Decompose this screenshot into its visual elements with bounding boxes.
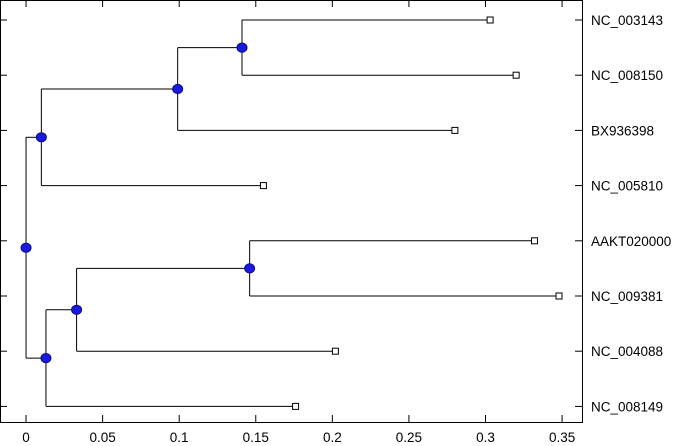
x-tick-label: 0.3 [476,430,495,445]
internal-node-marker[interactable] [244,263,256,274]
leaf-marker[interactable] [292,402,300,410]
x-axis: 0 0.05 0.1 0.15 0.2 0.25 0.3 0.35 [22,0,575,445]
leaf-marker[interactable] [486,16,494,24]
x-tick-label: 0 [22,430,30,445]
leaf-label: NC_008149 [591,399,663,414]
x-tick-label: 0.1 [170,430,189,445]
leaf-label: NC_003143 [591,13,663,28]
leaf-marker[interactable] [451,126,459,134]
leaf-label: NC_009381 [591,289,663,304]
tree-branches [25,19,560,407]
internal-nodes [20,42,256,364]
leaf-label: NC_004088 [591,344,663,359]
leaf-label: BX936398 [591,123,654,138]
internal-node-marker[interactable] [71,304,83,315]
leaf-marker[interactable] [555,292,563,300]
leaf-label: AAKT020000 [591,234,671,249]
internal-node-marker[interactable] [20,242,32,253]
leaf-marker[interactable] [259,182,267,190]
x-tick-label: 0.05 [89,430,115,445]
leaf-marker[interactable] [331,347,339,355]
internal-node-marker[interactable] [236,42,248,53]
leaf-label: NC_008150 [591,68,663,83]
leaf-marker[interactable] [512,71,520,79]
x-tick-label: 0.15 [243,430,269,445]
internal-node-marker[interactable] [35,132,47,143]
leaf-axis [0,19,582,407]
internal-node-marker[interactable] [40,353,52,364]
x-tick-label: 0.35 [549,430,575,445]
leaf-label: NC_005810 [591,179,663,194]
plot-frame [0,0,583,423]
leaf-nodes: NC_003143 NC_008150 BX936398 NC_005810 AAKT0… [259,13,671,414]
x-tick-label: 0.2 [323,430,342,445]
internal-node-marker[interactable] [172,83,184,95]
leaf-marker[interactable] [531,237,539,245]
x-tick-label: 0.25 [396,430,422,445]
